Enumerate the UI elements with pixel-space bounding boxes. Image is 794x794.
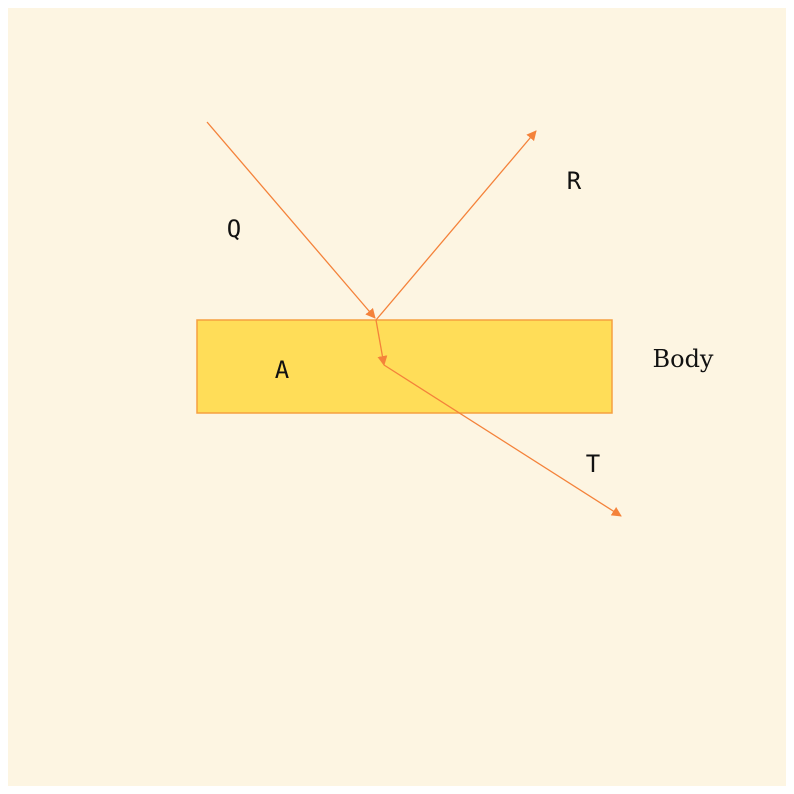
incident-label: Q — [227, 215, 241, 243]
body-label: Body — [652, 345, 713, 373]
transmitted-ray — [383, 364, 622, 517]
reflected-ray — [375, 130, 537, 321]
absorbed-label: A — [275, 356, 290, 384]
absorbed-ray — [375, 319, 388, 366]
incident-ray — [206, 121, 376, 319]
transmitted-label: T — [586, 450, 600, 478]
body-block — [196, 319, 613, 414]
reflected-label: R — [567, 167, 582, 195]
